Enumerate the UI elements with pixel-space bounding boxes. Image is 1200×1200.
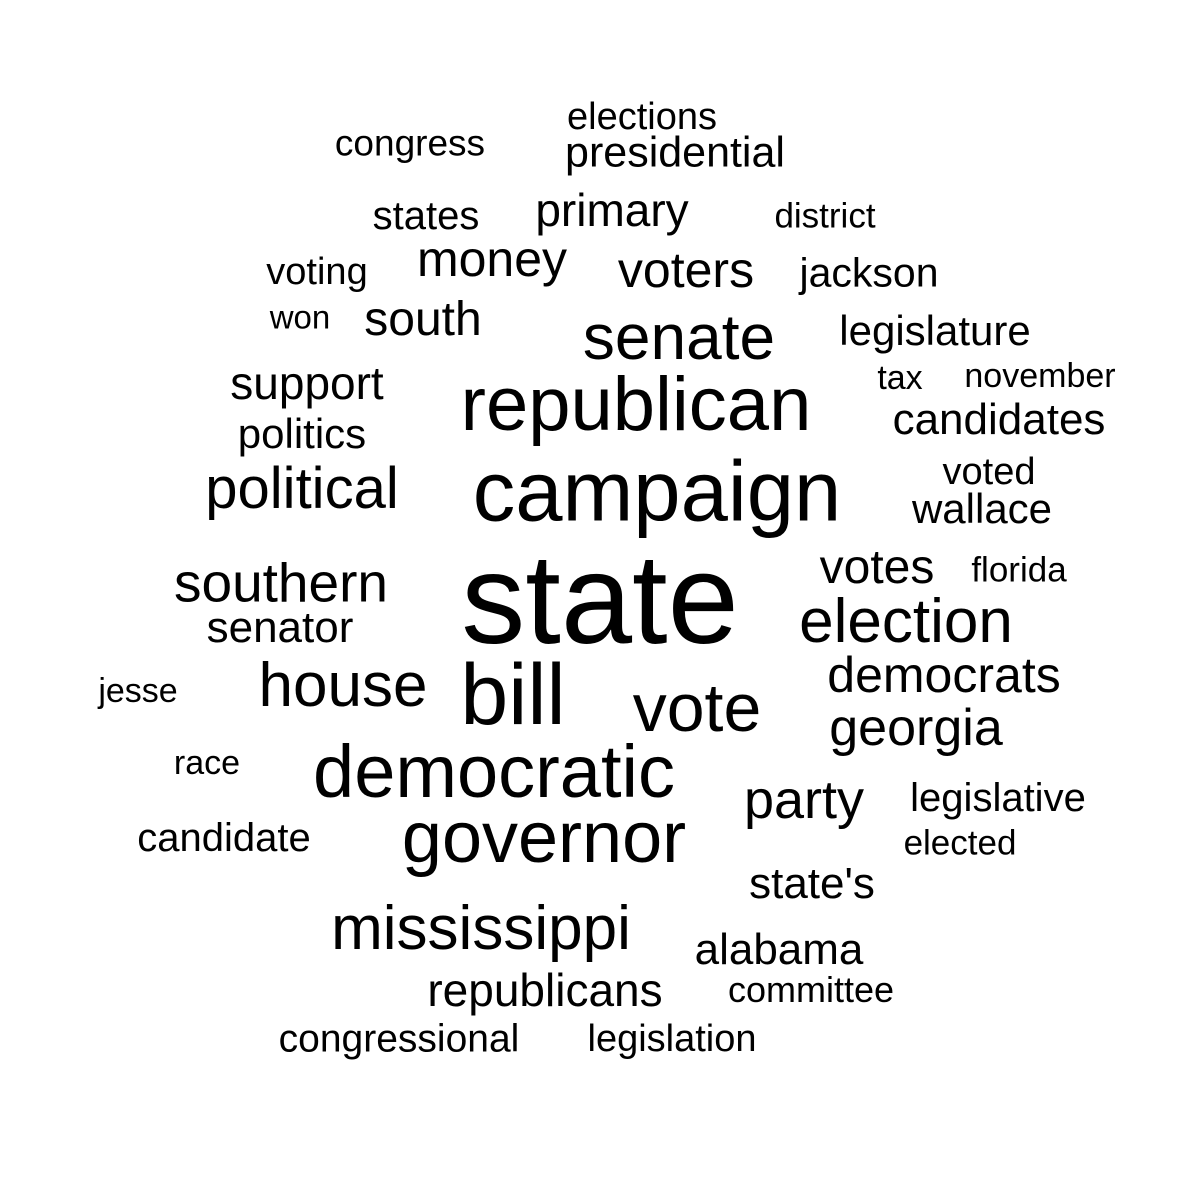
cloud-word-democrats: democrats [827, 647, 1061, 703]
cloud-word-jackson: jackson [799, 249, 939, 296]
cloud-word-committee: committee [727, 969, 895, 1010]
cloud-word-southern: southern [173, 551, 389, 614]
cloud-word-congress: congress [334, 122, 486, 164]
cloud-word-race: race [173, 744, 241, 782]
cloud-word-florida: florida [971, 550, 1067, 590]
cloud-word-republican: republican [460, 362, 812, 447]
cloud-word-georgia: georgia [829, 699, 1003, 757]
cloud-word-senator: senator [206, 603, 354, 652]
cloud-word-legislative: legislative [910, 776, 1086, 820]
cloud-word-candidates: candidates [892, 395, 1106, 444]
cloud-word-house: house [258, 651, 428, 720]
cloud-word-november: november [964, 357, 1116, 395]
cloud-word-wallace: wallace [911, 485, 1053, 532]
cloud-word-jesse: jesse [98, 672, 178, 710]
cloud-word-republicans: republicans [427, 964, 663, 1016]
cloud-word-bill: bill [460, 647, 566, 743]
cloud-word-primary: primary [535, 184, 689, 236]
cloud-word-party: party [743, 770, 865, 830]
cloud-word-state-s: state's [749, 859, 875, 908]
cloud-word-tax: tax [877, 359, 923, 397]
cloud-word-elected: elected [903, 823, 1017, 863]
cloud-word-voting: voting [266, 251, 368, 293]
cloud-word-voters: voters [617, 242, 755, 298]
cloud-word-vote: vote [632, 670, 762, 746]
cloud-word-mississippi: mississippi [331, 894, 631, 963]
cloud-word-district: district [774, 196, 876, 236]
cloud-word-voted: voted [942, 451, 1036, 493]
cloud-word-money: money [416, 231, 568, 287]
cloud-word-legislature: legislature [839, 307, 1031, 354]
cloud-word-south: south [364, 293, 482, 346]
cloud-word-political: political [205, 456, 399, 521]
cloud-word-senate: senate [582, 301, 776, 373]
cloud-word-governor: governor [401, 798, 687, 878]
cloud-word-state: state [461, 528, 739, 671]
cloud-word-presidential: presidential [565, 128, 785, 177]
cloud-word-politics: politics [237, 410, 367, 457]
cloud-word-election: election [799, 587, 1013, 656]
cloud-word-democratic: democratic [313, 730, 675, 813]
cloud-word-alabama: alabama [694, 925, 864, 974]
cloud-word-won: won [269, 298, 331, 336]
cloud-word-votes: votes [819, 541, 935, 594]
cloud-word-support: support [230, 357, 384, 409]
cloud-word-candidate: candidate [137, 816, 311, 860]
cloud-word-congressional: congressional [278, 1017, 520, 1061]
cloud-word-campaign: campaign [472, 444, 842, 540]
cloud-word-elections: elections [567, 96, 717, 138]
cloud-word-legislation: legislation [587, 1018, 757, 1060]
cloud-word-states: states [372, 194, 480, 238]
